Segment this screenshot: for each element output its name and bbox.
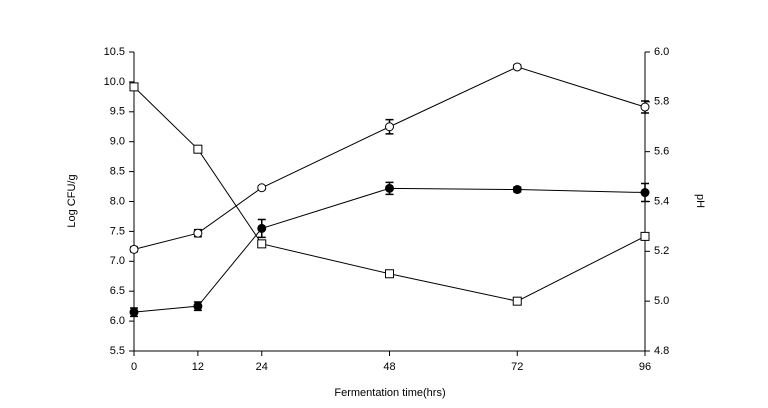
marker	[385, 122, 394, 132]
marker	[640, 231, 650, 241]
y2-tick-label: 5.8	[654, 96, 669, 108]
marker	[193, 301, 203, 311]
marker	[512, 296, 522, 306]
x-tick-label: 0	[131, 361, 137, 373]
y2-tick-label: 5.4	[654, 195, 669, 207]
series-line	[133, 187, 646, 313]
marker	[257, 223, 267, 233]
y2-tick-label: 5.0	[654, 295, 669, 307]
marker	[385, 269, 394, 279]
y2-tick-label: 5.6	[654, 146, 669, 158]
y-tick-label: 9.0	[110, 136, 125, 148]
marker	[257, 183, 267, 193]
y-tick-label: 7.0	[110, 255, 125, 267]
y2-tick-label: 5.2	[654, 245, 669, 257]
marker	[512, 185, 522, 195]
marker	[129, 244, 139, 254]
marker	[385, 183, 394, 193]
x-axis-label: Fermentation time(hrs)	[334, 387, 445, 399]
y-tick-label: 8.0	[110, 195, 125, 207]
x-tick-label: 12	[192, 361, 204, 373]
y-tick-label: 9.5	[110, 106, 125, 118]
marker	[257, 239, 267, 249]
y-axis-label: Log CFU/g	[66, 174, 78, 227]
y-tick-label: 6.0	[110, 315, 125, 327]
x-tick-label: 24	[256, 361, 268, 373]
marker	[193, 228, 203, 238]
y-tick-label: 10.0	[104, 76, 125, 88]
x-tick-label: 72	[511, 361, 523, 373]
y-tick-label: 6.5	[110, 285, 125, 297]
series-line	[133, 66, 646, 250]
y-tick-label: 10.5	[104, 46, 125, 58]
marker	[193, 144, 203, 154]
marker	[512, 62, 522, 72]
x-tick-label: 48	[383, 361, 395, 373]
y-tick-label: 5.5	[110, 345, 125, 357]
series-line	[133, 86, 646, 302]
marker	[640, 188, 650, 198]
y2-tick-label: 6.0	[654, 46, 669, 58]
y2-axis-label: pH	[694, 194, 706, 208]
x-tick-label: 96	[639, 361, 651, 373]
y2-tick-label: 4.8	[654, 345, 669, 357]
marker	[640, 102, 650, 112]
marker	[129, 82, 139, 92]
marker	[129, 307, 139, 317]
y-tick-label: 7.5	[110, 225, 125, 237]
y-tick-label: 8.5	[110, 166, 125, 178]
